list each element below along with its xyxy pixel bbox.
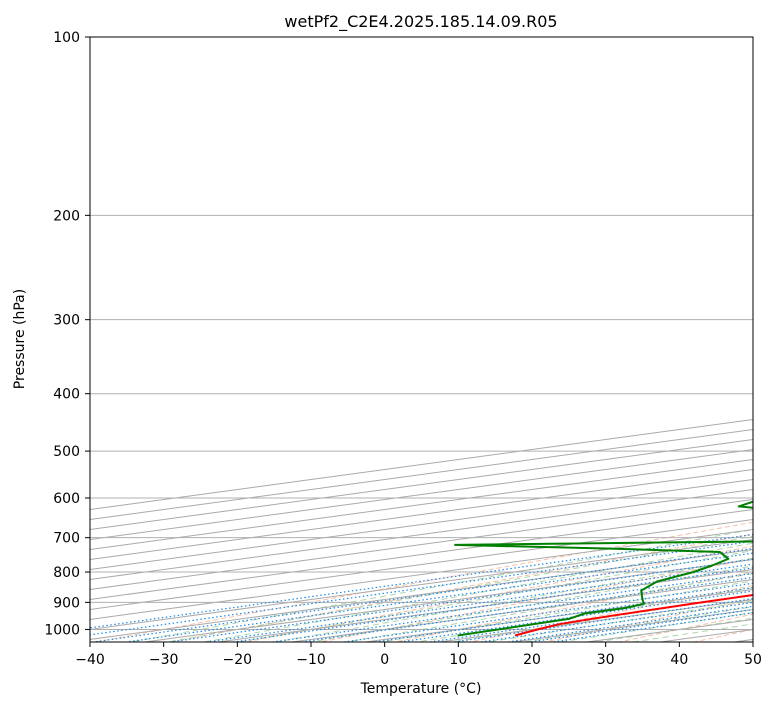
dry-adiabats xyxy=(93,521,753,642)
y-tick-label: 300 xyxy=(53,313,80,329)
mixing-ratio-line xyxy=(339,582,753,642)
plot-area: 0.10.20.40.611.52346810131620253036-100-… xyxy=(90,37,753,642)
isotherm-line xyxy=(90,479,753,570)
x-tick-label: 30 xyxy=(597,652,615,668)
mixing-ratio-line xyxy=(548,612,753,642)
mixing-ratio-line xyxy=(90,533,753,629)
y-tick-label: 100 xyxy=(53,30,80,46)
y-tick-label: 200 xyxy=(53,208,80,224)
y-tick-label: 1000 xyxy=(44,622,80,638)
plot-frame xyxy=(89,36,754,643)
y-tick-label: 400 xyxy=(53,387,80,403)
x-tick-label: 10 xyxy=(449,652,467,668)
x-tick-label: −30 xyxy=(149,652,179,668)
chart-title: wetPf2_C2E4.2025.185.14.09.R05 xyxy=(284,12,557,32)
dry-adiabat-line xyxy=(242,545,753,642)
moist-adiabat-line xyxy=(484,600,753,642)
moist-adiabat-line xyxy=(128,528,753,642)
y-tick-label: 700 xyxy=(53,531,80,547)
isotherm-line xyxy=(90,528,753,620)
x-tick-label: 0 xyxy=(380,652,389,668)
x-tick-label: −40 xyxy=(75,652,105,668)
dewpoint-profile-line xyxy=(454,500,753,637)
moist-adiabat-line xyxy=(449,593,753,642)
x-tick-label: −20 xyxy=(223,652,253,668)
mixing-ratio-line xyxy=(370,586,753,642)
x-tick-label: −10 xyxy=(296,652,326,668)
moist-adiabat-line xyxy=(164,535,753,642)
isotherm-line xyxy=(90,459,753,550)
mixing-ratio-line xyxy=(90,547,753,642)
axes: −40 −30 −20 −10 0 10 20 30 40 50 100 200 300 400 500 60… xyxy=(44,30,762,668)
x-axis-label: Temperature (°C) xyxy=(360,681,482,697)
x-tick-label: 20 xyxy=(523,652,541,668)
moist-adiabats xyxy=(128,528,753,642)
moist-adiabat-line xyxy=(307,565,753,642)
isotherm-line xyxy=(90,469,753,560)
moist-adiabat-line xyxy=(378,580,753,642)
y-axis-label: Pressure (hPa) xyxy=(12,289,28,389)
moist-adiabat-line xyxy=(272,557,753,642)
mixing-ratio-line xyxy=(297,576,753,642)
isotherm-line xyxy=(90,499,753,590)
y-tick-label: 900 xyxy=(53,595,80,611)
isotherm-line xyxy=(90,489,753,580)
isotherm-line xyxy=(90,508,753,600)
mixing-ratio-line xyxy=(90,540,753,636)
dry-adiabat-line xyxy=(168,533,753,642)
y-tick-label: 500 xyxy=(53,444,80,460)
y-tick-label: 800 xyxy=(53,565,80,581)
moist-adiabat-line xyxy=(200,542,753,642)
isotherm-line xyxy=(90,538,753,630)
x-tick-label: 50 xyxy=(744,652,762,668)
mixing-ratio-lines xyxy=(90,533,753,642)
sounding-series xyxy=(454,500,753,637)
x-tick-label: 40 xyxy=(670,652,688,668)
y-tick-label: 600 xyxy=(53,491,80,507)
dry-adiabat-line xyxy=(93,521,753,642)
